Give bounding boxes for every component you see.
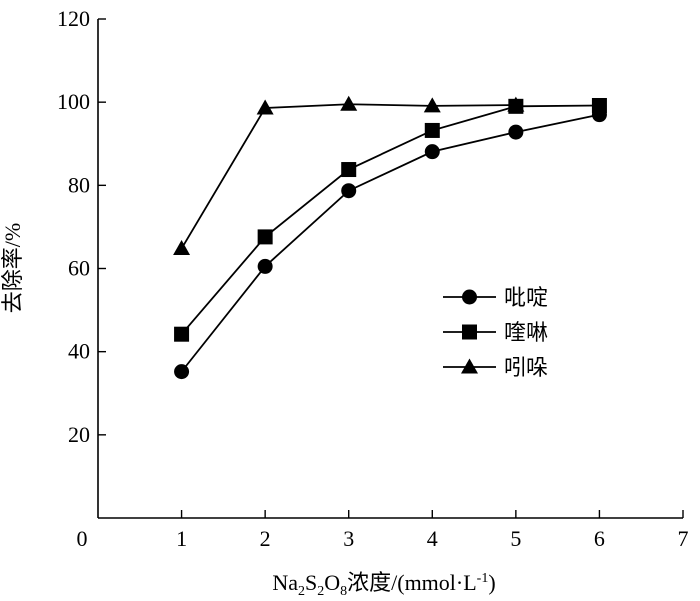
x-title-sub1: 2 (298, 584, 305, 599)
data-point (591, 97, 607, 113)
y-tick-label: 120 (57, 6, 90, 31)
x-title-sub3: 8 (340, 584, 347, 599)
x-tick-label: 1 (176, 526, 187, 551)
y-tick-label: 60 (68, 256, 90, 281)
data-point (174, 364, 190, 380)
x-tick-label: 4 (427, 526, 438, 551)
x-title-mid1: S (305, 570, 317, 595)
data-point (173, 240, 191, 256)
y-tick-label: 80 (68, 172, 90, 197)
y-tick-label: 40 (68, 339, 90, 364)
x-tick-label: 6 (594, 526, 605, 551)
x-title-mid2: O (324, 570, 340, 595)
x-tick-label: 7 (678, 526, 689, 551)
legend-label: 喹啉 (504, 321, 548, 346)
series-line (180, 104, 600, 335)
data-point (424, 122, 440, 138)
data-point (257, 229, 273, 245)
legend-label: 吡啶 (504, 286, 548, 311)
data-point (423, 97, 441, 113)
data-point (340, 95, 358, 111)
x-ticks: 0 1 2 3 4 5 6 7 (77, 510, 689, 551)
y-axis-title: 去除率/% (0, 223, 25, 313)
x-title-suffix: 浓度/(mmol·L (347, 570, 477, 595)
axes (97, 19, 683, 519)
data-point (508, 124, 524, 140)
y-tick-label: 100 (57, 89, 90, 114)
x-axis-title: Na2S2O8浓度/(mmol·L-1) (272, 570, 495, 599)
x-tick-label: 0 (77, 526, 88, 551)
y-tick-label: 20 (68, 422, 90, 447)
legend-item: 吲哚 (443, 356, 548, 381)
data-point (256, 99, 274, 115)
data-point (174, 326, 190, 342)
x-tick-label: 5 (510, 526, 521, 551)
x-title-sup: -1 (477, 571, 489, 586)
data-point (257, 258, 273, 274)
legend-item: 吡啶 (443, 286, 548, 311)
x-title-sub2: 2 (317, 584, 324, 599)
x-tick-label: 3 (343, 526, 354, 551)
data-point (424, 144, 440, 160)
legend-marker (461, 358, 478, 374)
x-title-prefix: Na (272, 570, 298, 595)
legend-marker (462, 324, 477, 340)
x-title-close: ) (488, 570, 495, 595)
data-point (507, 96, 525, 112)
legend-marker (462, 289, 477, 305)
series-triangle (173, 95, 525, 256)
data-point (341, 162, 357, 178)
series-group (173, 95, 607, 380)
legend-item: 喹啉 (443, 321, 548, 346)
series-square (174, 97, 607, 342)
series-line (180, 113, 600, 373)
data-point (341, 183, 357, 199)
y-ticks: 20 40 60 80 100 120 (57, 6, 106, 447)
legend-label: 吲哚 (504, 356, 548, 381)
x-tick-label: 2 (260, 526, 271, 551)
